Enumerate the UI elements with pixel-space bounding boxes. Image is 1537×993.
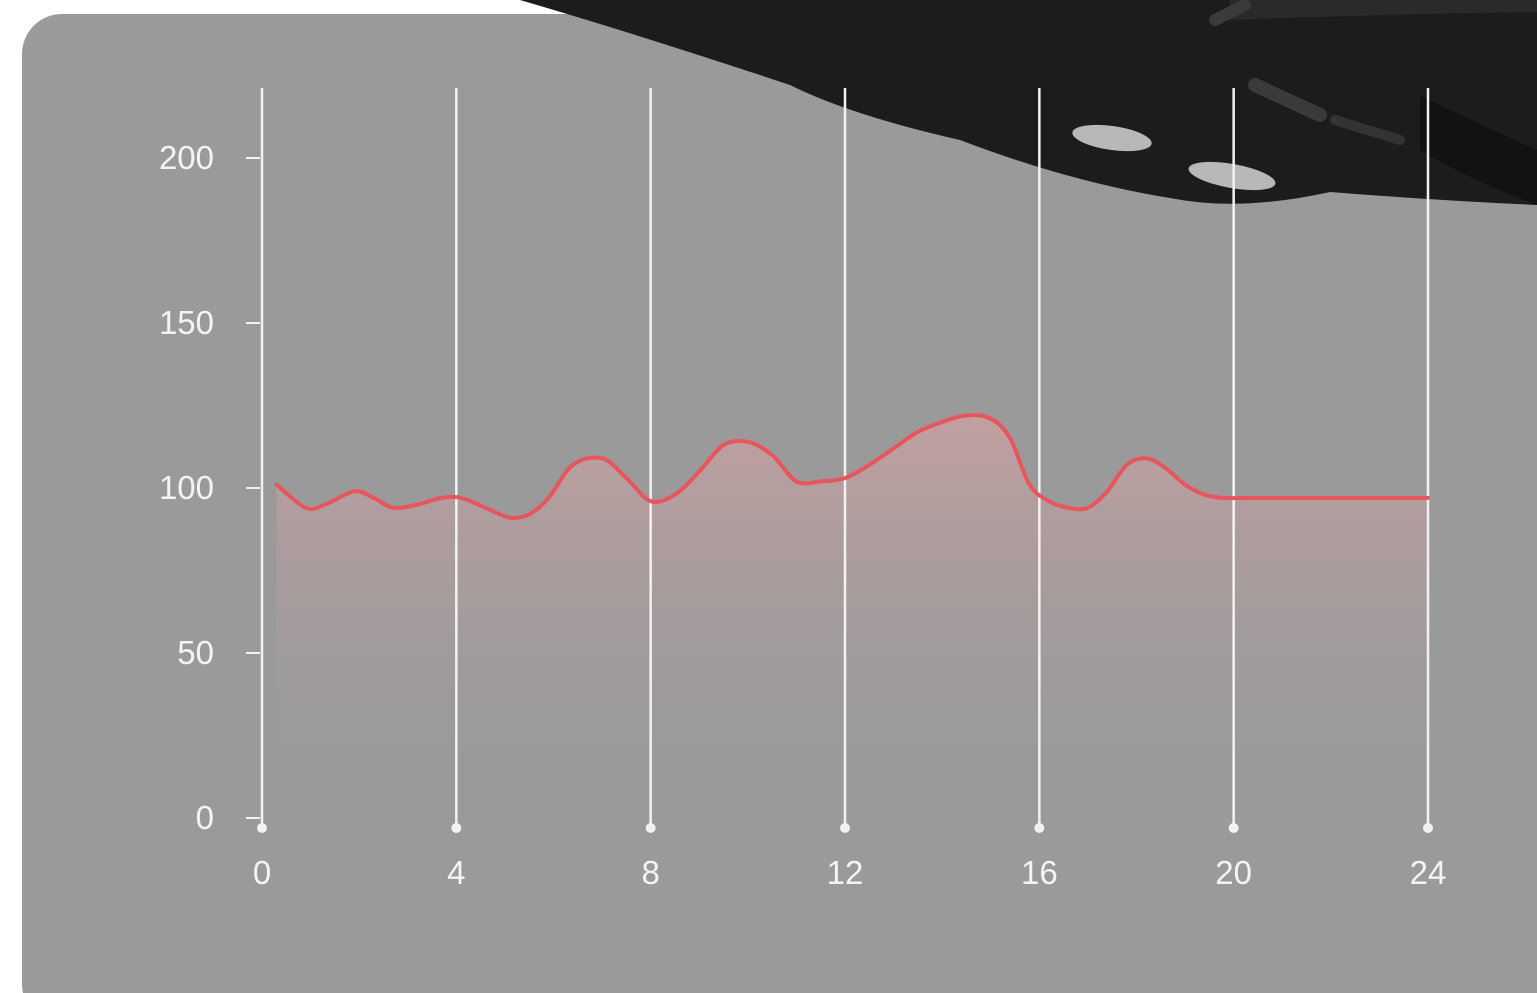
series-line [274,413,1430,521]
y-tick-label: 100 [159,469,214,506]
y-tick-label: 150 [159,304,214,341]
y-tick-label: 0 [196,799,214,836]
x-tick-label: 12 [827,854,864,891]
gridline-end-dot [1034,823,1045,833]
y-tick-label: 50 [177,634,214,671]
gridline-end-dot [840,823,850,833]
gridline-end-dot [645,823,656,833]
series-area-fill [276,415,1429,818]
y-tick-label: 200 [159,139,214,176]
x-tick-label: 24 [1410,854,1447,891]
gridline-end-dot [1228,823,1239,833]
gridline-end-dot [451,823,462,833]
gridline-end-dot [257,823,267,833]
gridline-end-dot [1423,823,1433,833]
x-tick-label: 8 [641,854,659,891]
x-tick-label: 4 [447,854,465,891]
x-tick-label: 16 [1021,854,1058,891]
x-tick-label: 20 [1215,854,1252,891]
smartwatch-band-icon [520,0,1537,205]
x-tick-label: 0 [253,854,271,891]
